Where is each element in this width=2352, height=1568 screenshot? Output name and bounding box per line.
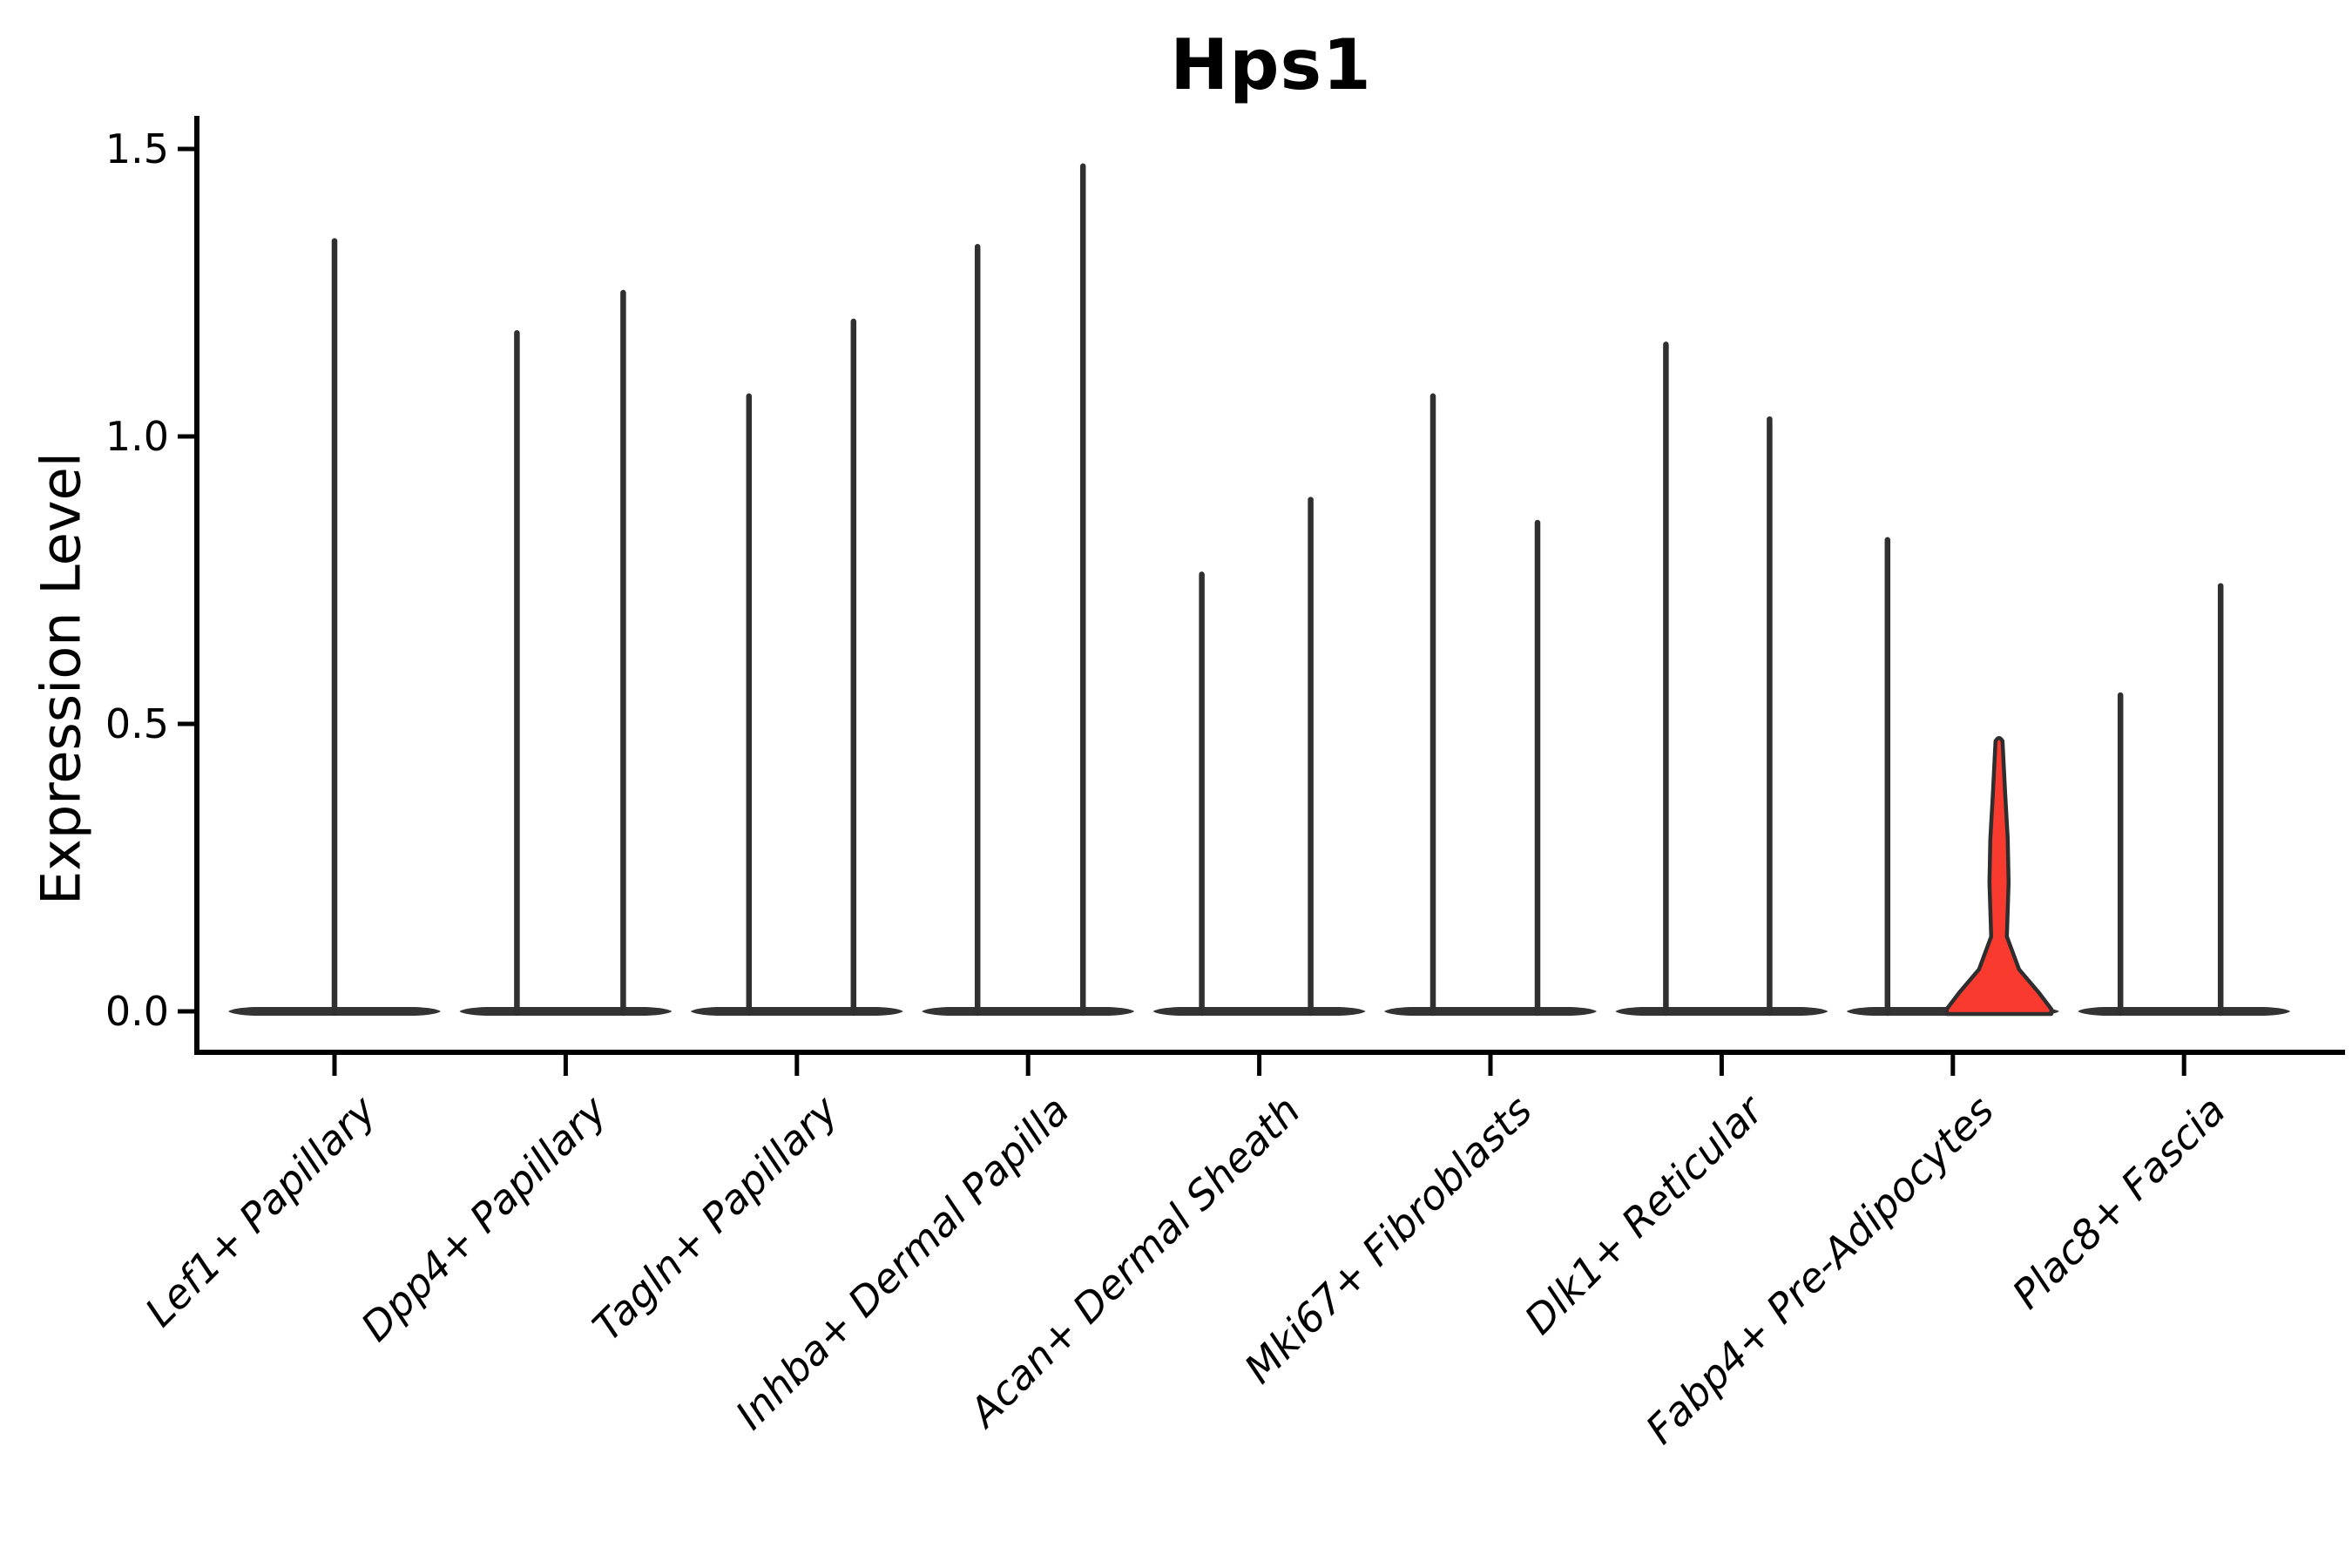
chart-title: Hps1 [1170, 24, 1372, 105]
y-tick-label: 0.0 [105, 988, 169, 1035]
violin-base-bar [2078, 1007, 2291, 1016]
violin-base-bar [690, 1007, 903, 1016]
y-tick-label: 1.5 [105, 125, 169, 172]
violin-base-bar [1615, 1007, 1828, 1016]
y-tick-label: 1.0 [105, 413, 169, 460]
violin-base-bar [1384, 1007, 1597, 1016]
y-tick-label: 0.5 [105, 700, 169, 747]
highlighted-violin [1944, 736, 2054, 1017]
violin-base-bar [922, 1007, 1135, 1016]
violin-base-bar [459, 1007, 672, 1016]
violin-base-bar [1152, 1007, 1366, 1016]
